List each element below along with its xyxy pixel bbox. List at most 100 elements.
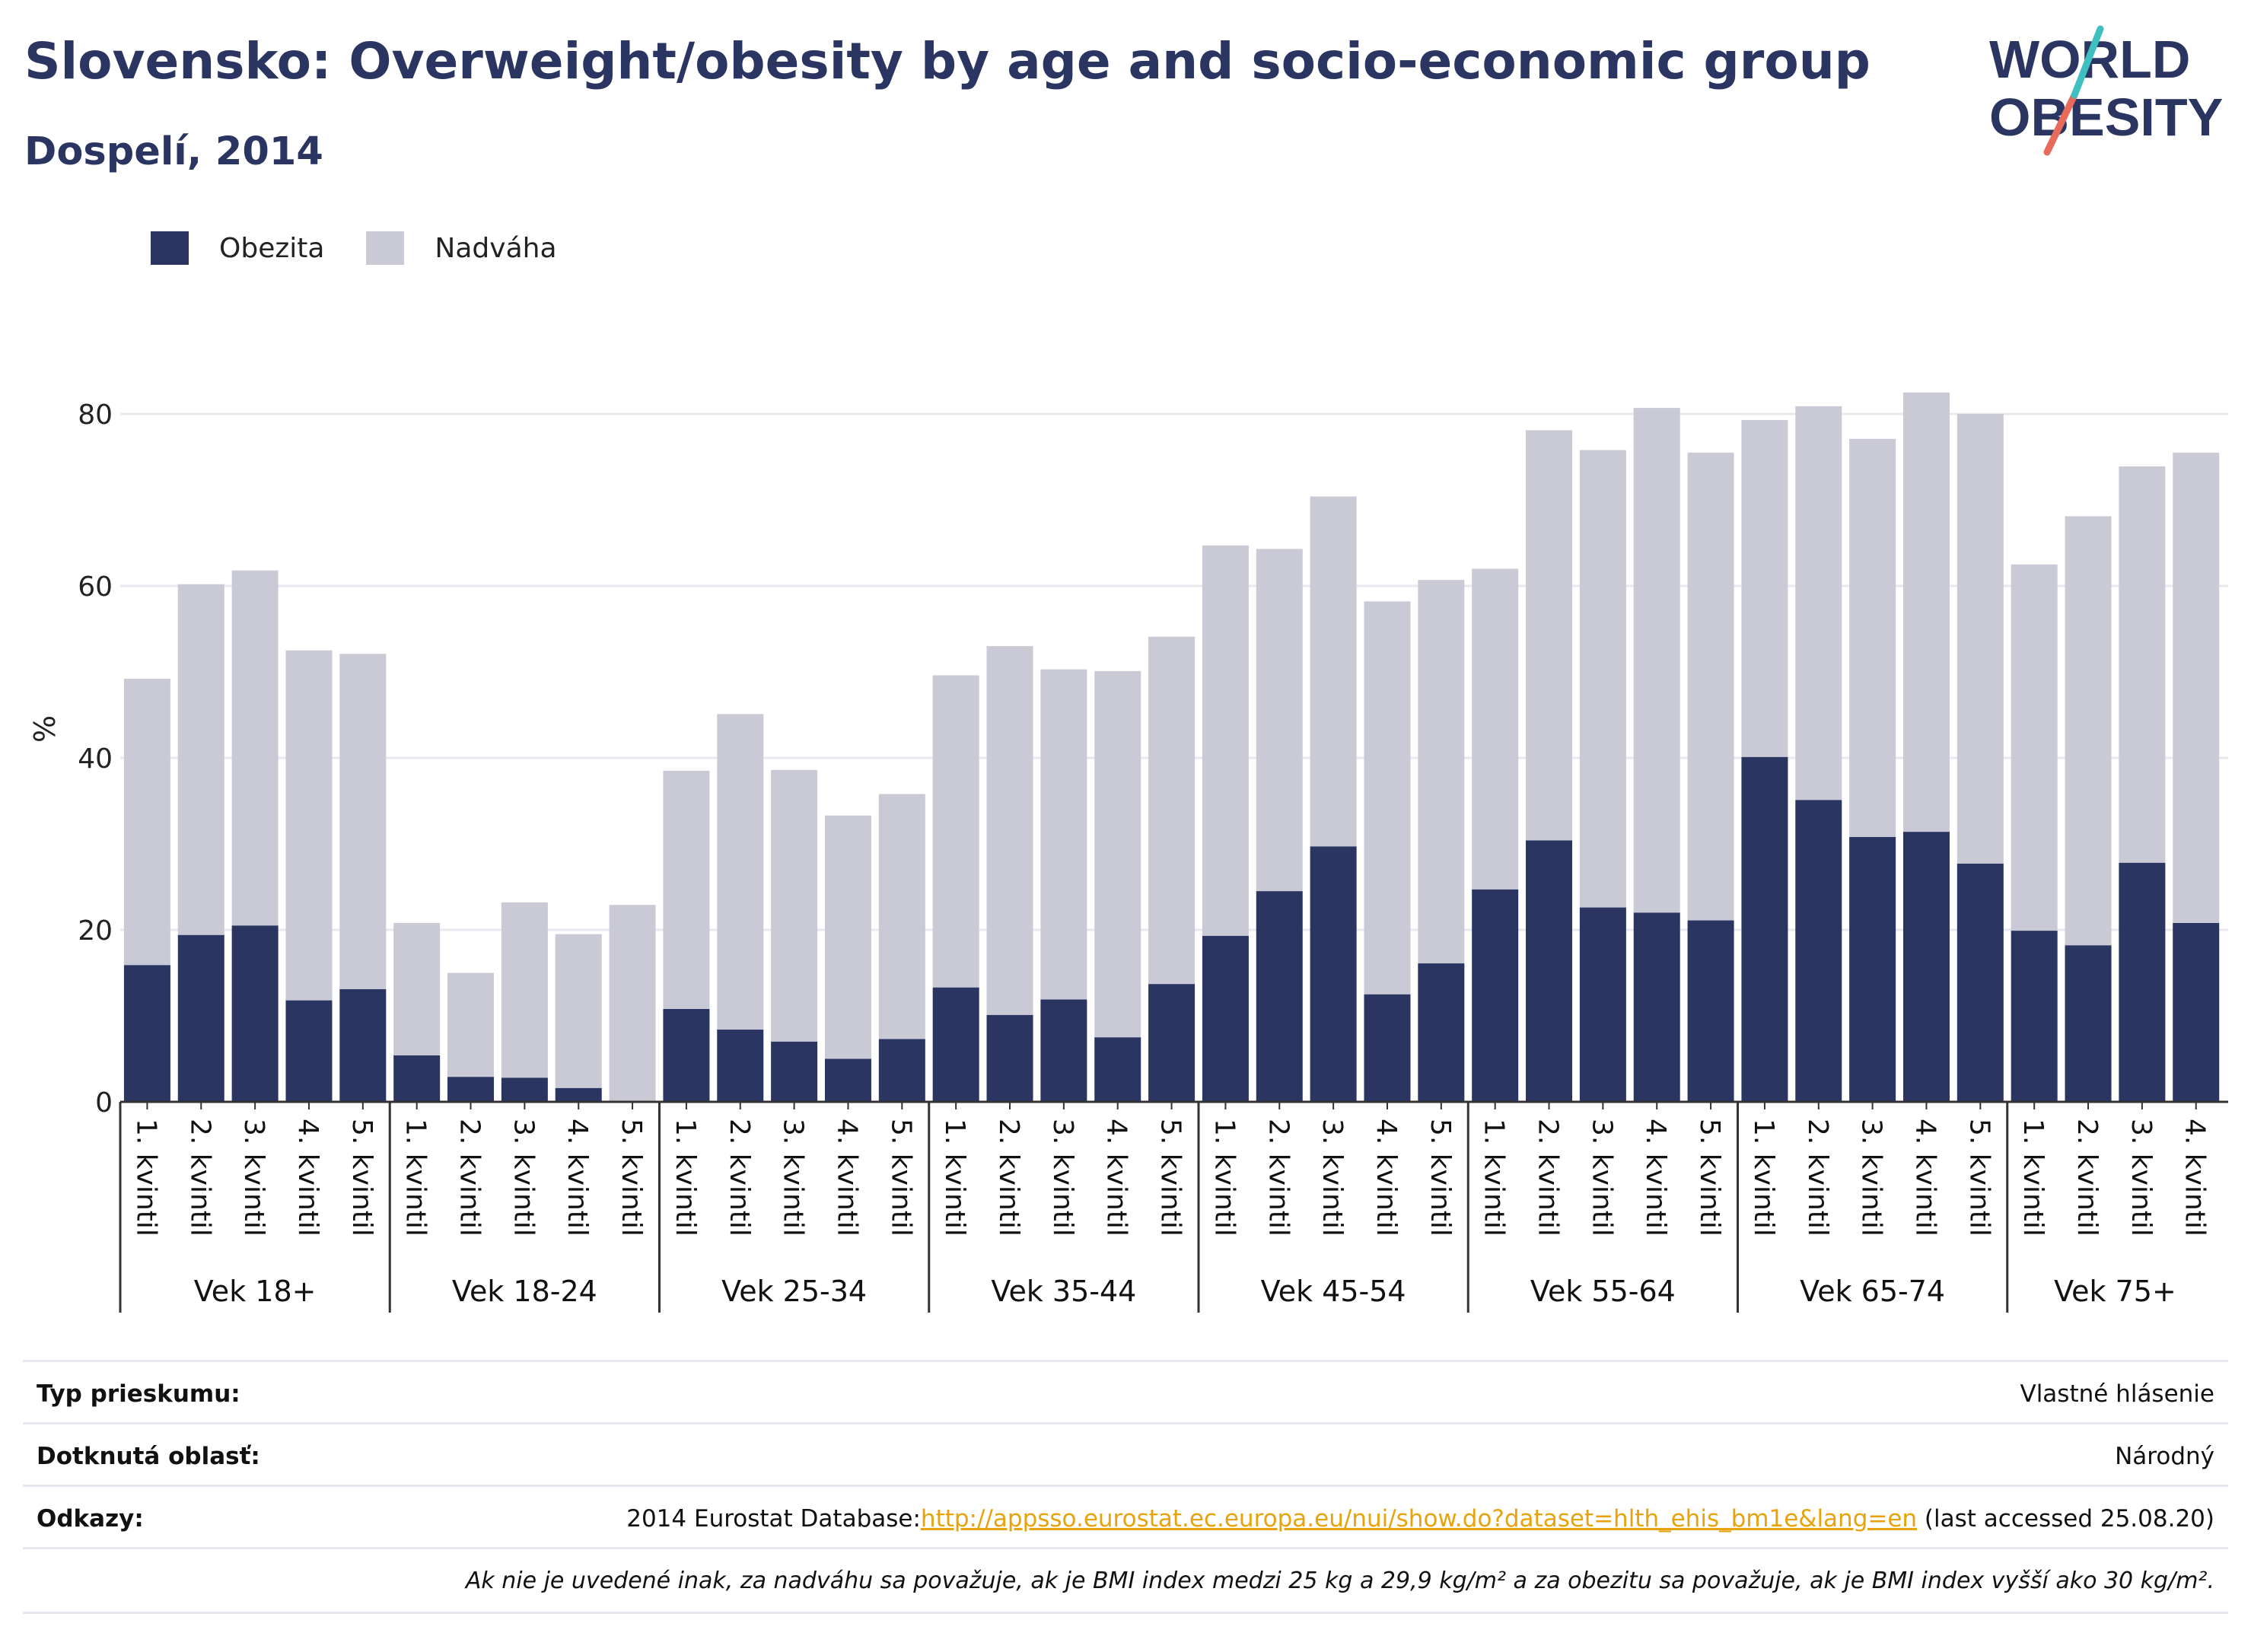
x-tick-label: 2. kvintil: [993, 1119, 1024, 1237]
x-tick-label: 2. kvintil: [1262, 1119, 1294, 1237]
bar-obesity: [2119, 862, 2166, 1102]
x-tick-label: 5. kvintil: [1155, 1119, 1186, 1237]
x-tick-label: 5. kvintil: [346, 1119, 377, 1237]
bar-obesity: [1633, 912, 1680, 1102]
bar-overweight: [932, 675, 979, 988]
info-row-area: Dotknutá oblasť: Národný: [23, 1422, 2228, 1487]
bar-obesity: [1094, 1037, 1141, 1102]
bar-obesity: [878, 1039, 925, 1102]
bar-obesity: [339, 988, 387, 1102]
bar-obesity: [1418, 963, 1465, 1102]
bar-obesity: [1310, 846, 1357, 1102]
bar-obesity: [1364, 994, 1411, 1102]
bar-obesity: [393, 1055, 441, 1102]
bar-obesity: [1849, 836, 1896, 1102]
x-tick-label: 2. kvintil: [1533, 1119, 1564, 1237]
bar-overweight: [501, 902, 548, 1078]
x-tick-label: 4. kvintil: [292, 1119, 323, 1237]
bar-overweight: [1364, 601, 1411, 995]
bar-obesity: [1148, 984, 1196, 1102]
bar-obesity: [1956, 863, 2004, 1102]
bar-overweight: [1202, 545, 1249, 936]
group-label: Vek 35-44: [991, 1275, 1136, 1308]
bar-overweight: [1148, 636, 1196, 985]
bar-overweight: [1741, 419, 1788, 757]
x-tick-label: 2. kvintil: [1802, 1119, 1833, 1237]
legend-label-obesity: Obezita: [219, 232, 325, 264]
bar-overweight: [663, 770, 710, 1009]
bar-obesity: [123, 965, 170, 1102]
bar-obesity: [501, 1077, 548, 1102]
bar-obesity: [1579, 907, 1626, 1102]
x-tick-label: 2. kvintil: [724, 1119, 755, 1237]
x-tick-label: 2. kvintil: [2071, 1119, 2103, 1237]
legend-swatch-overweight: [366, 231, 405, 265]
x-tick-label: 5. kvintil: [1425, 1119, 1456, 1237]
bar-overweight: [1687, 452, 1734, 921]
x-tick-label: 3. kvintil: [508, 1119, 539, 1237]
bar-overweight: [231, 570, 279, 926]
world-obesity-logo: WORLD OBESITY: [1989, 25, 2223, 156]
x-tick-label: 1. kvintil: [2017, 1119, 2049, 1237]
bar-obesity: [1526, 840, 1573, 1102]
bar-overweight: [1040, 669, 1087, 1000]
bar-obesity: [2173, 922, 2220, 1102]
bar-overweight: [1956, 414, 2004, 864]
area-label: Dotknutá oblasť:: [37, 1443, 260, 1470]
bar-obesity: [717, 1030, 764, 1102]
x-tick-label: 3. kvintil: [1856, 1119, 1887, 1237]
bar-overweight: [717, 714, 764, 1030]
bar-overweight: [2173, 452, 2220, 923]
bar-overweight: [447, 972, 495, 1077]
y-tick-label: 0: [95, 1087, 113, 1119]
bar-overweight: [1256, 549, 1303, 892]
x-tick-label: 1. kvintil: [670, 1119, 701, 1237]
x-tick-label: 1. kvintil: [400, 1119, 431, 1237]
bar-obesity: [285, 1000, 333, 1102]
x-tick-label: 3. kvintil: [238, 1119, 269, 1237]
legend-label-overweight: Nadváha: [435, 232, 557, 264]
info-row-note: Ak nie je uvedené inak, za nadváhu sa po…: [23, 1547, 2228, 1614]
bar-obesity: [824, 1058, 871, 1102]
x-tick-label: 3. kvintil: [1317, 1119, 1348, 1237]
y-tick-label: 20: [78, 915, 113, 947]
eurostat-link[interactable]: http://appsso.eurostat.ec.europa.eu/nui/…: [920, 1505, 1918, 1533]
logo-line2: OBESITY: [1989, 88, 2223, 147]
info-row-references: Odkazy: 2014 Eurostat Database:http://ap…: [23, 1485, 2228, 1549]
bar-overweight: [1418, 580, 1465, 964]
x-tick-label: 5. kvintil: [1694, 1119, 1725, 1237]
y-tick-label: 40: [78, 743, 113, 775]
bar-overweight: [1902, 392, 1950, 832]
y-tick-label: 60: [78, 571, 113, 603]
survey-type-label: Typ prieskumu:: [37, 1380, 240, 1408]
x-tick-label: 1. kvintil: [1748, 1119, 1779, 1237]
x-tick-label: 3. kvintil: [1586, 1119, 1617, 1237]
chart-title: Slovensko: Overweight/obesity by age and…: [24, 32, 1871, 91]
x-tick-label: 1. kvintil: [1208, 1119, 1240, 1237]
references-prefix: 2014 Eurostat Database:: [626, 1505, 921, 1533]
bar-obesity: [986, 1014, 1033, 1102]
bar-obesity: [2065, 945, 2112, 1102]
group-label: Vek 18-24: [452, 1275, 597, 1308]
x-tick-label: 4. kvintil: [1371, 1119, 1402, 1237]
bar-overweight: [1795, 406, 1842, 801]
bar-obesity: [2011, 931, 2058, 1102]
x-tick-label: 1. kvintil: [939, 1119, 970, 1237]
stacked-bar-chart: 0 20 40 60 80% 1. kvintil 2. kvintil 3. kvintil…: [28, 392, 2228, 1313]
bar-overweight: [1633, 408, 1680, 913]
bar-overweight: [824, 815, 871, 1059]
bar-obesity: [1741, 756, 1788, 1102]
bar-overweight: [393, 922, 441, 1055]
legend-item-obesity: Obezita: [151, 231, 324, 265]
bmi-definition-note: Ak nie je uvedené inak, za nadváhu sa po…: [465, 1568, 2214, 1594]
group-label: Vek 55-64: [1530, 1275, 1676, 1308]
x-tick-label: 3. kvintil: [1047, 1119, 1078, 1237]
bar-obesity: [1040, 999, 1087, 1102]
y-tick-label: 80: [78, 399, 113, 431]
bar-obesity: [555, 1087, 602, 1102]
group-label: Vek 65-74: [1800, 1275, 1945, 1308]
bar-obesity: [447, 1077, 495, 1102]
x-tick-label: 4. kvintil: [2179, 1119, 2211, 1237]
x-tick-label: 2. kvintil: [454, 1119, 486, 1237]
bar-obesity: [1687, 920, 1734, 1102]
